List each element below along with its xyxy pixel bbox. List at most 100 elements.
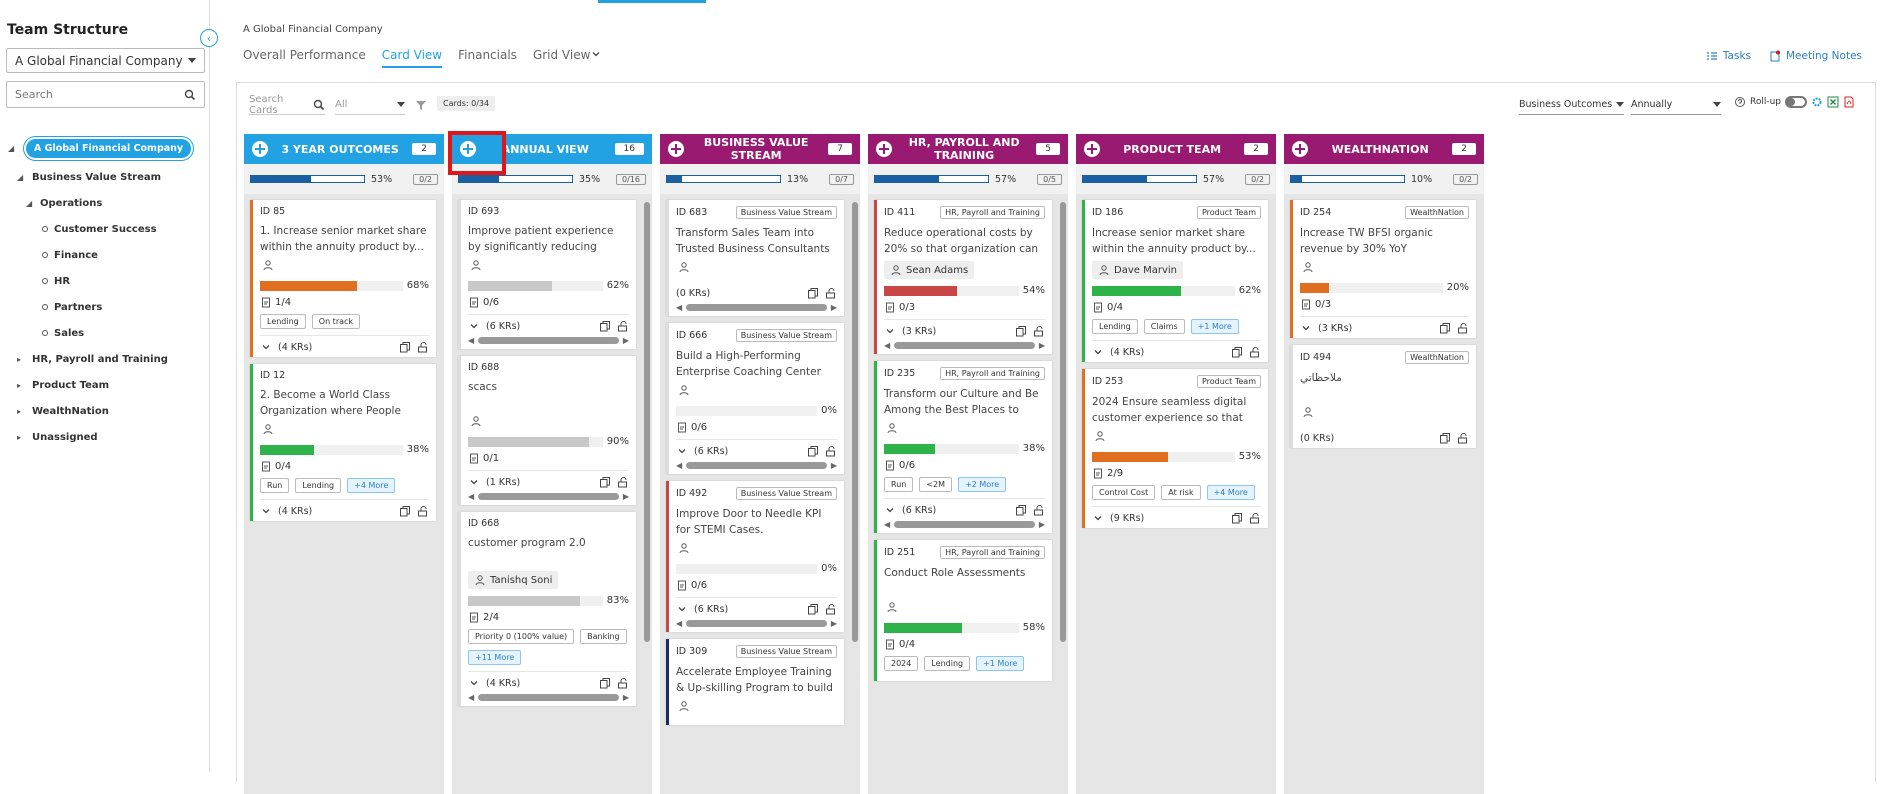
lock-icon[interactable] <box>417 505 429 517</box>
lock-icon[interactable] <box>825 603 837 615</box>
card[interactable]: ID 12 2. Become a World Class Organizatio… <box>250 364 436 521</box>
sidebar-search[interactable]: Search <box>6 81 205 108</box>
filter-button[interactable] <box>415 99 427 114</box>
tab[interactable]: Overall Performance <box>243 48 366 62</box>
tree-node[interactable]: ◢ Business Value Stream <box>0 164 210 190</box>
card[interactable]: ID 683 Business Value Stream Transform Sal… <box>666 200 844 316</box>
copy-icon[interactable] <box>1015 504 1027 516</box>
more-chip[interactable]: +4 More <box>347 478 396 493</box>
more-chip[interactable]: +4 More <box>1206 485 1255 500</box>
chev-icon[interactable] <box>260 505 272 517</box>
more-chip[interactable]: +1 More <box>976 656 1025 671</box>
card[interactable]: ID 688 scacs 90% 0/1 (1 KRs) ◀ ▶ <box>458 356 636 505</box>
copy-icon[interactable] <box>1231 346 1243 358</box>
lock-icon[interactable] <box>1457 322 1469 334</box>
chev-icon[interactable] <box>1092 512 1104 524</box>
period-select[interactable]: Annually <box>1631 95 1721 115</box>
chev-icon[interactable] <box>676 603 688 615</box>
copy-icon[interactable] <box>399 341 411 353</box>
lock-icon[interactable] <box>617 320 629 332</box>
copy-icon[interactable] <box>1015 325 1027 337</box>
chev-icon[interactable] <box>1092 346 1104 358</box>
lock-icon[interactable] <box>617 476 629 488</box>
lock-icon[interactable] <box>1249 512 1261 524</box>
tree-node[interactable]: ▸ Product Team <box>0 372 210 398</box>
action[interactable]: Tasks <box>1706 50 1751 62</box>
card[interactable]: ID 411 HR, Payroll and Training Reduce ope… <box>874 200 1052 354</box>
lock-icon[interactable] <box>825 287 837 299</box>
chev-icon[interactable] <box>468 476 480 488</box>
card-percent: 53% <box>1238 451 1261 462</box>
add-button[interactable] <box>668 141 684 157</box>
copy-icon[interactable] <box>807 603 819 615</box>
lock-icon[interactable] <box>617 677 629 689</box>
company-select[interactable]: A Global Financial Company <box>6 48 205 73</box>
gear-icon[interactable] <box>1811 96 1823 108</box>
tree-node[interactable]: ◢ A Global Financial Company <box>0 132 210 164</box>
add-button[interactable] <box>876 141 892 157</box>
add-button[interactable] <box>1292 141 1308 157</box>
card[interactable]: ID 253 Product Team 2024 Ensure seamless d… <box>1082 369 1268 528</box>
lock-icon[interactable] <box>1457 432 1469 444</box>
lock-icon[interactable] <box>1249 346 1261 358</box>
xl-icon[interactable] <box>1827 96 1839 108</box>
copy-icon[interactable] <box>599 476 611 488</box>
pdf-icon[interactable] <box>1843 96 1855 108</box>
lock-icon[interactable] <box>417 341 429 353</box>
card[interactable]: ID 494 WealthNation ملاحظاتي (0 KRs) <box>1290 345 1476 448</box>
tree-node[interactable]: ◢ Operations <box>0 190 210 216</box>
more-chip[interactable]: +11 More <box>468 650 522 665</box>
card[interactable]: ID 186 Product Team Increase senior market… <box>1082 200 1268 362</box>
copy-icon[interactable] <box>399 505 411 517</box>
card[interactable]: ID 85 1. Increase senior market share wit… <box>250 200 436 357</box>
chev-icon[interactable] <box>676 445 688 457</box>
tree-node[interactable]: Sales <box>0 320 210 346</box>
card-search[interactable]: Search Cards <box>249 94 325 116</box>
add-button[interactable] <box>460 141 476 157</box>
copy-icon[interactable] <box>1439 322 1451 334</box>
lock-icon[interactable] <box>1033 504 1045 516</box>
tree-node[interactable]: HR <box>0 268 210 294</box>
tab[interactable]: Grid View <box>533 48 602 68</box>
tree-node[interactable]: Finance <box>0 242 210 268</box>
card[interactable]: ID 666 Business Value Stream Build a High-… <box>666 323 844 474</box>
copy-icon[interactable] <box>599 320 611 332</box>
card[interactable]: ID 492 Business Value Stream Improve Door … <box>666 481 844 632</box>
more-chip[interactable]: +2 More <box>958 477 1007 492</box>
copy-icon[interactable] <box>807 287 819 299</box>
tab[interactable]: Card View <box>381 48 443 68</box>
copy-icon[interactable] <box>1231 512 1243 524</box>
card[interactable]: ID 235 HR, Payroll and Training Transform … <box>874 361 1052 533</box>
add-button[interactable] <box>252 141 268 157</box>
card[interactable]: ID 693 Improve patient experience by sign… <box>458 200 636 349</box>
tree-node[interactable]: Partners <box>0 294 210 320</box>
chev-icon[interactable] <box>468 677 480 689</box>
chev-icon[interactable] <box>884 504 896 516</box>
chev-icon[interactable] <box>1300 322 1312 334</box>
outcome-select[interactable]: Business Outcomes <box>1519 95 1624 115</box>
tab[interactable]: Financials <box>458 48 517 62</box>
card[interactable]: ID 251 HR, Payroll and Training Conduct Ro… <box>874 540 1052 681</box>
more-chip[interactable]: +1 More <box>1190 319 1239 334</box>
card[interactable]: ID 309 Business Value Stream Accelerate Em… <box>666 639 844 725</box>
add-button[interactable] <box>1084 141 1100 157</box>
chev-icon[interactable] <box>468 320 480 332</box>
action[interactable]: Meeting Notes <box>1769 50 1862 62</box>
copy-icon[interactable] <box>1439 432 1451 444</box>
column-ratio: 0/2 <box>1245 173 1270 185</box>
tree-node[interactable]: Customer Success <box>0 216 210 242</box>
filter-select[interactable]: All <box>335 95 405 115</box>
copy-icon[interactable] <box>807 445 819 457</box>
tree-node[interactable]: ▸ Unassigned <box>0 424 210 450</box>
chev-icon[interactable] <box>260 341 272 353</box>
lock-icon[interactable] <box>825 445 837 457</box>
rollup-toggle[interactable] <box>1785 96 1808 108</box>
collapse-button[interactable]: ‹ <box>200 29 218 47</box>
tree-node[interactable]: ▸ HR, Payroll and Training <box>0 346 210 372</box>
lock-icon[interactable] <box>1033 325 1045 337</box>
card[interactable]: ID 668 customer program 2.0 Tanishq Soni 83… <box>458 512 636 706</box>
chev-icon[interactable] <box>884 325 896 337</box>
card[interactable]: ID 254 WealthNation Increase TW BFSI organ… <box>1290 200 1476 338</box>
tree-node[interactable]: ▸ WealthNation <box>0 398 210 424</box>
copy-icon[interactable] <box>599 677 611 689</box>
